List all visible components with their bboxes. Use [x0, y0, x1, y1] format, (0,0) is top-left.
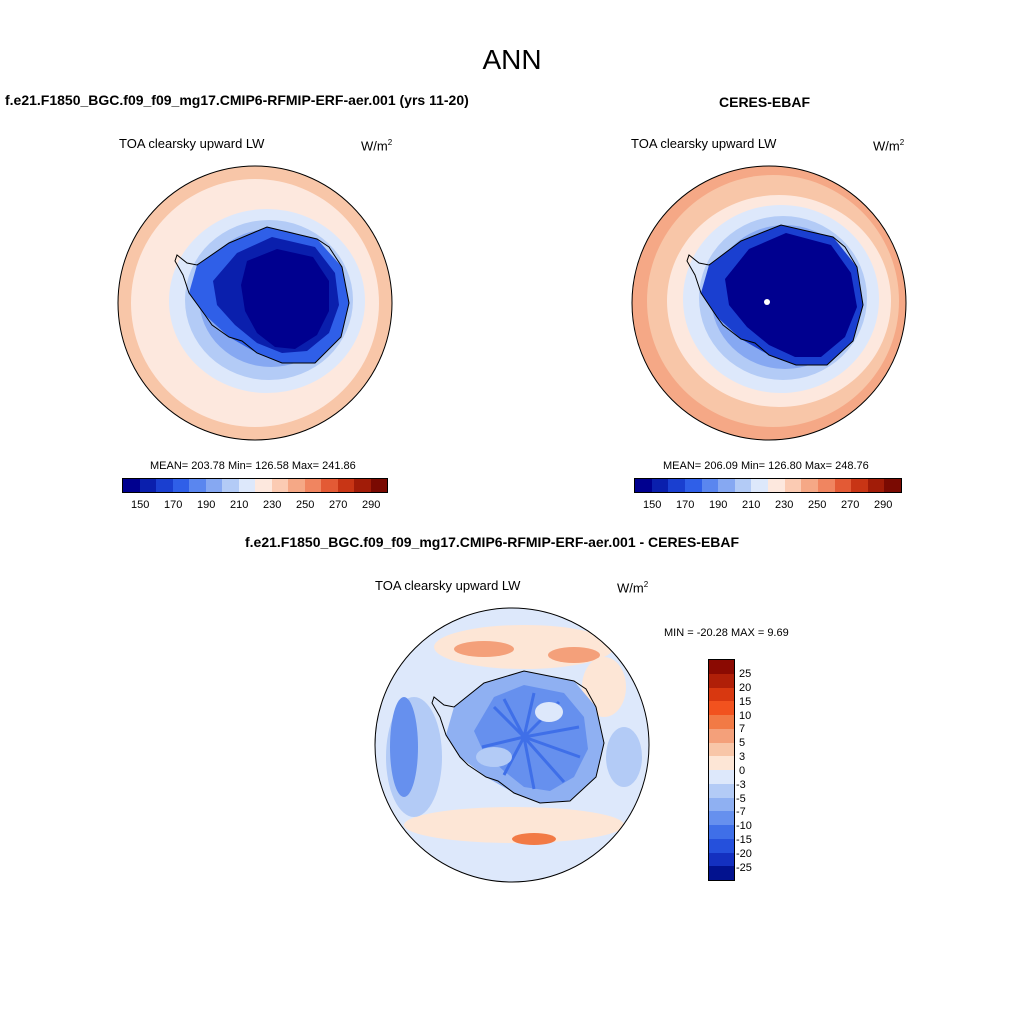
colorbar-segment	[709, 673, 734, 688]
colorbar-segment	[123, 479, 140, 492]
colorbar-segment	[205, 479, 222, 492]
colorbar-segment	[684, 479, 702, 492]
colorbar-segment	[709, 797, 734, 812]
colorbar-segment	[255, 479, 272, 492]
colorbar-segment	[834, 479, 852, 492]
colorbar-segment	[238, 479, 255, 492]
colorbar-segment	[189, 479, 206, 492]
model-colorbar-tick: 210	[230, 499, 249, 511]
model-stats-line: MEAN= 203.78 Min= 126.58 Max= 241.86	[150, 460, 356, 472]
colorbar-segment	[709, 701, 734, 715]
obs-colorbar-tick: 290	[874, 499, 893, 511]
diff-variable-label: TOA clearsky upward LW	[375, 578, 521, 593]
colorbar-segment	[701, 479, 719, 492]
colorbar-segment	[709, 770, 734, 784]
diff-colorbar-tick: 25	[739, 668, 752, 680]
model-colorbar	[122, 478, 388, 493]
obs-colorbar-tick: 210	[742, 499, 761, 511]
colorbar-segment	[172, 479, 189, 492]
model-colorbar-tick: 250	[296, 499, 315, 511]
colorbar-segment	[709, 728, 734, 743]
colorbar-segment	[668, 479, 685, 492]
diff-colorbar-tick: -5	[736, 793, 746, 805]
obs-colorbar-tick: 230	[775, 499, 794, 511]
colorbar-segment	[734, 479, 752, 492]
model-colorbar-tick: 170	[164, 499, 183, 511]
colorbar-segment	[867, 479, 885, 492]
obs-colorbar	[634, 478, 902, 493]
obs-polar-map	[631, 165, 907, 441]
diff-units-label: W/m2	[617, 580, 649, 596]
colorbar-segment	[718, 479, 735, 492]
diff-colorbar-tick: -25	[736, 862, 752, 874]
colorbar-segment	[801, 479, 818, 492]
diff-colorbar	[708, 659, 735, 881]
colorbar-segment	[271, 479, 288, 492]
obs-stats-line: MEAN= 206.09 Min= 126.80 Max= 248.76	[663, 460, 869, 472]
colorbar-segment	[709, 825, 734, 839]
colorbar-segment	[288, 479, 305, 492]
model-colorbar-tick: 230	[263, 499, 282, 511]
colorbar-segment	[321, 479, 338, 492]
obs-colorbar-tick: 250	[808, 499, 827, 511]
colorbar-segment	[784, 479, 802, 492]
obs-colorbar-tick: 270	[841, 499, 860, 511]
colorbar-segment	[709, 838, 734, 853]
diff-colorbar-tick: 15	[739, 696, 752, 708]
colorbar-segment	[709, 783, 734, 798]
colorbar-segment	[817, 479, 835, 492]
diff-panel-heading: f.e21.F1850_BGC.f09_f09_mg17.CMIP6-RFMIP…	[245, 534, 740, 550]
diff-colorbar-tick: 7	[739, 723, 746, 735]
diff-polar-map	[374, 607, 650, 883]
colorbar-segment	[709, 866, 734, 880]
colorbar-segment	[651, 479, 669, 492]
diff-colorbar-tick: 10	[739, 710, 752, 722]
colorbar-segment	[884, 479, 901, 492]
colorbar-segment	[768, 479, 785, 492]
colorbar-segment	[354, 479, 371, 492]
model-polar-map	[117, 165, 393, 441]
obs-colorbar-tick: 190	[709, 499, 728, 511]
model-colorbar-tick: 190	[197, 499, 216, 511]
model-colorbar-tick: 270	[329, 499, 348, 511]
obs-panel-heading: CERES-EBAF	[719, 94, 811, 110]
obs-units-label: W/m2	[873, 138, 905, 154]
colorbar-segment	[635, 479, 652, 492]
obs-colorbar-tick: 170	[676, 499, 695, 511]
colorbar-segment	[709, 852, 734, 867]
colorbar-segment	[709, 742, 734, 757]
colorbar-segment	[709, 811, 734, 825]
colorbar-segment	[709, 715, 734, 729]
diff-minmax-label: MIN = -20.28 MAX = 9.69	[664, 627, 789, 639]
diff-colorbar-tick: -3	[736, 779, 746, 791]
model-panel-heading: f.e21.F1850_BGC.f09_f09_mg17.CMIP6-RFMIP…	[5, 92, 469, 108]
colorbar-segment	[139, 479, 156, 492]
diff-colorbar-tick: -15	[736, 834, 752, 846]
colorbar-segment	[156, 479, 173, 492]
diff-colorbar-tick: -7	[736, 806, 746, 818]
diff-colorbar-tick: -20	[736, 848, 752, 860]
colorbar-segment	[222, 479, 239, 492]
page-title: ANN	[482, 44, 542, 75]
diff-colorbar-tick: 3	[739, 751, 746, 763]
model-colorbar-tick: 290	[362, 499, 381, 511]
colorbar-segment	[709, 687, 734, 702]
colorbar-segment	[751, 479, 768, 492]
diff-colorbar-tick: 0	[739, 765, 746, 777]
obs-variable-label: TOA clearsky upward LW	[631, 136, 777, 151]
colorbar-segment	[337, 479, 354, 492]
diff-colorbar-tick: 5	[739, 737, 746, 749]
colorbar-segment	[709, 660, 734, 674]
model-variable-label: TOA clearsky upward LW	[119, 136, 265, 151]
colorbar-segment	[851, 479, 868, 492]
model-units-label: W/m2	[361, 138, 393, 154]
colorbar-segment	[370, 479, 387, 492]
obs-colorbar-tick: 150	[643, 499, 662, 511]
diff-colorbar-tick: 20	[739, 682, 752, 694]
colorbar-segment	[304, 479, 321, 492]
colorbar-segment	[709, 756, 734, 770]
diff-colorbar-tick: -10	[736, 820, 752, 832]
model-colorbar-tick: 150	[131, 499, 150, 511]
